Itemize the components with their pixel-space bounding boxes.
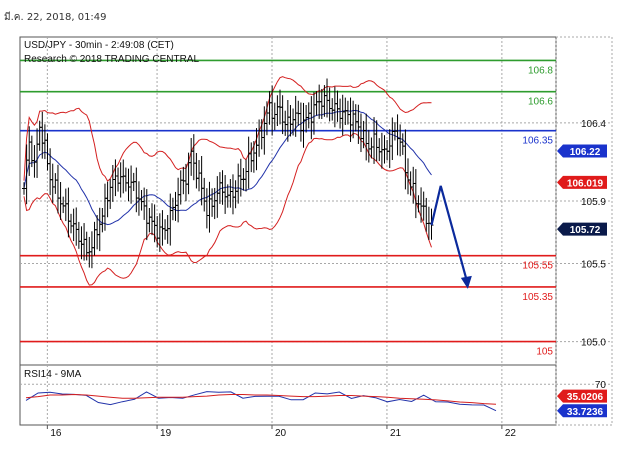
forecast-arrowhead <box>460 275 472 289</box>
axis-frame <box>555 36 613 426</box>
rsi-series-9ma <box>25 393 497 405</box>
rsi-badge-ma-label: 35.0206 <box>567 392 604 403</box>
x-tick-label: 21 <box>390 428 402 439</box>
rsi-title: RSI14 - 9MA <box>24 369 82 380</box>
rsi-panel <box>25 391 497 412</box>
badge-bollinger-label: 106.019 <box>567 178 604 189</box>
rsi-frame <box>19 364 557 426</box>
rsi-tick-label: 70 <box>595 380 607 391</box>
badge-price-box <box>557 222 607 236</box>
badge-moving-average-box <box>557 144 607 158</box>
grid <box>19 36 613 426</box>
axes: 16 19 20 21 22 106.4 105.9 105.5 105.0 70 <box>46 119 607 439</box>
rsi-series-rsi14 <box>25 391 497 412</box>
bollinger-bands <box>23 76 432 286</box>
rsi-badge-rsi-label: 33.7236 <box>567 407 604 418</box>
level-label: 105.55 <box>522 261 553 272</box>
level-label: 106.35 <box>522 136 553 147</box>
badge-bollinger-box <box>557 175 607 189</box>
y-tick-label: 105.0 <box>581 338 606 349</box>
bollinger-lower-band <box>23 132 432 286</box>
bollinger-upper-band <box>23 76 432 182</box>
forecast-arrow <box>430 185 472 289</box>
x-tick-label: 16 <box>50 428 62 439</box>
x-tick-label: 19 <box>160 428 172 439</box>
chart-text: USD/JPY - 30min - 2:49:08 (CET) Research… <box>24 40 199 380</box>
badge-price-label: 105.72 <box>570 225 601 236</box>
level-label: 106.8 <box>528 65 553 76</box>
level-label: 105 <box>536 347 553 358</box>
timestamp: มี.ค. 22, 2018, 01:49 <box>4 12 107 23</box>
value-badges: 106.22 106.019 105.72 35.0206 33.7236 <box>557 144 607 418</box>
rsi-badge-ma-box <box>557 389 607 403</box>
forecast-line <box>430 185 468 282</box>
chart-title: USD/JPY - 30min - 2:49:08 (CET) <box>24 40 174 51</box>
x-tick-label: 20 <box>275 428 287 439</box>
y-tick-label: 105.5 <box>581 259 606 270</box>
badge-moving-average-label: 106.22 <box>570 147 601 158</box>
chart-subtitle: Research © 2018 TRADING CENTRAL <box>24 54 199 65</box>
price-bars <box>22 78 434 269</box>
y-tick-label: 106.4 <box>581 119 606 130</box>
x-tick-label: 22 <box>505 428 517 439</box>
level-label: 106.6 <box>528 97 553 108</box>
rsi-badge-rsi-box <box>557 404 607 418</box>
level-label: 105.35 <box>522 292 553 303</box>
y-tick-label: 105.9 <box>581 197 606 208</box>
